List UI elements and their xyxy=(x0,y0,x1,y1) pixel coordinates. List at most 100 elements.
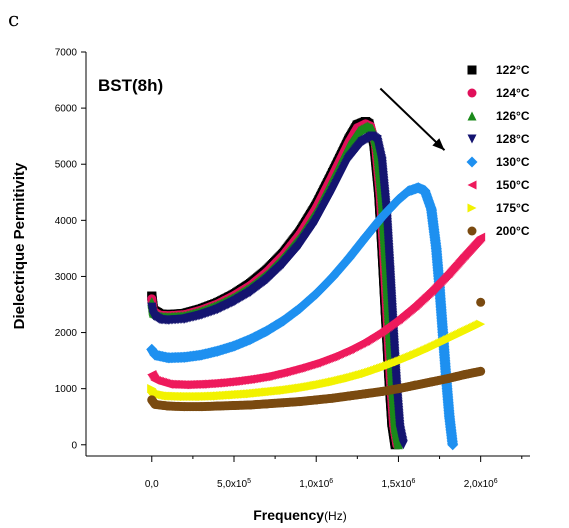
legend-item: 130°C xyxy=(466,155,530,169)
legend-item: 126°C xyxy=(467,109,530,123)
data-point xyxy=(180,402,190,412)
data-point xyxy=(295,397,305,407)
x-axis-title: Frequency(Hz) xyxy=(253,507,346,523)
data-point xyxy=(344,391,354,401)
data-point xyxy=(311,216,321,226)
data-point xyxy=(147,384,157,394)
data-point xyxy=(344,373,354,383)
data-point xyxy=(361,336,371,346)
legend: 122°C 124°C 126°C 128°C 130°C 150°C 175°C 200°C xyxy=(466,63,530,238)
data-point xyxy=(148,311,158,321)
trend-arrow-head xyxy=(432,138,445,151)
legend-label: 150°C xyxy=(496,178,530,192)
data-point xyxy=(476,366,486,376)
data-point xyxy=(261,325,273,337)
data-point xyxy=(196,402,206,412)
data-point xyxy=(212,345,224,357)
data-point xyxy=(419,185,431,197)
data-point xyxy=(327,271,339,283)
data-point xyxy=(213,391,223,401)
data-point xyxy=(410,380,420,390)
data-point xyxy=(278,398,288,408)
data-point xyxy=(179,351,191,363)
data-point xyxy=(443,374,453,384)
data-point xyxy=(426,377,436,387)
series-175°C xyxy=(147,319,486,402)
series-150°C xyxy=(147,232,486,390)
legend-label: 175°C xyxy=(496,201,530,215)
data-point xyxy=(262,387,272,397)
series-200°C xyxy=(147,366,486,412)
data-point xyxy=(410,301,420,311)
data-point xyxy=(443,269,453,279)
series-130°C xyxy=(146,182,459,451)
data-point xyxy=(376,211,388,223)
y-axis: 0 1000 2000 3000 4000 5000 6000 7000 xyxy=(55,48,87,456)
y-axis-title: Dielectrique Permitivity xyxy=(11,162,28,329)
data-point xyxy=(196,310,206,320)
data-point xyxy=(361,369,371,379)
data-point xyxy=(367,123,377,133)
legend-marker xyxy=(467,226,477,236)
data-point xyxy=(278,385,288,395)
data-point xyxy=(360,231,372,243)
data-point xyxy=(278,259,288,269)
data-point xyxy=(311,358,321,368)
data-point xyxy=(150,375,160,385)
data-point xyxy=(361,389,371,399)
data-point xyxy=(362,121,372,131)
legend-label: 200°C xyxy=(496,224,530,238)
data-point xyxy=(430,242,442,254)
x-axis: 0,0 5,0x105 1,0x106 1,5x106 2,0x106 xyxy=(86,455,530,490)
legend-marker xyxy=(467,88,477,98)
x-tick-label: 5,0x105 xyxy=(217,478,251,490)
data-point xyxy=(163,391,173,401)
data-point xyxy=(310,288,322,300)
legend-marker xyxy=(467,65,477,75)
data-point xyxy=(180,392,190,402)
legend-marker xyxy=(467,180,477,190)
data-point xyxy=(229,401,239,410)
data-point xyxy=(385,266,395,276)
data-point xyxy=(229,376,239,386)
y-tick-label: 6000 xyxy=(55,104,78,115)
data-point xyxy=(155,315,165,325)
data-point xyxy=(395,424,405,434)
data-point xyxy=(459,327,469,337)
data-point xyxy=(180,380,190,390)
data-point xyxy=(163,315,173,325)
y-tick-label: 4000 xyxy=(55,216,78,227)
legend-item: 128°C xyxy=(467,132,530,146)
data-point xyxy=(476,319,486,329)
data-point xyxy=(377,156,387,166)
legend-label: 126°C xyxy=(496,109,530,123)
data-point xyxy=(147,370,157,380)
legend-item: 150°C xyxy=(467,178,530,192)
data-point xyxy=(398,440,408,450)
data-point xyxy=(180,314,190,324)
data-point xyxy=(229,390,239,400)
x-tick-label: 1,0x106 xyxy=(299,478,333,490)
data-point xyxy=(294,302,306,314)
legend-item: 124°C xyxy=(467,86,530,100)
data-point xyxy=(195,349,207,361)
data-point xyxy=(163,401,173,411)
data-point xyxy=(426,343,436,353)
data-point xyxy=(295,363,305,373)
data-point xyxy=(150,388,160,398)
plot-area xyxy=(146,87,486,451)
legend-marker xyxy=(467,111,477,121)
legend-item: 122°C xyxy=(467,63,530,77)
data-point xyxy=(393,384,403,394)
data-point xyxy=(147,302,157,312)
data-point xyxy=(377,326,387,336)
annotation-point xyxy=(476,297,486,307)
data-point xyxy=(443,411,455,423)
y-tick-label: 2000 xyxy=(55,328,78,339)
data-point xyxy=(459,250,469,260)
legend-marker xyxy=(467,203,477,213)
data-point xyxy=(328,377,338,387)
data-point xyxy=(354,126,364,136)
panel-label: c xyxy=(8,7,19,31)
data-point xyxy=(295,240,305,250)
